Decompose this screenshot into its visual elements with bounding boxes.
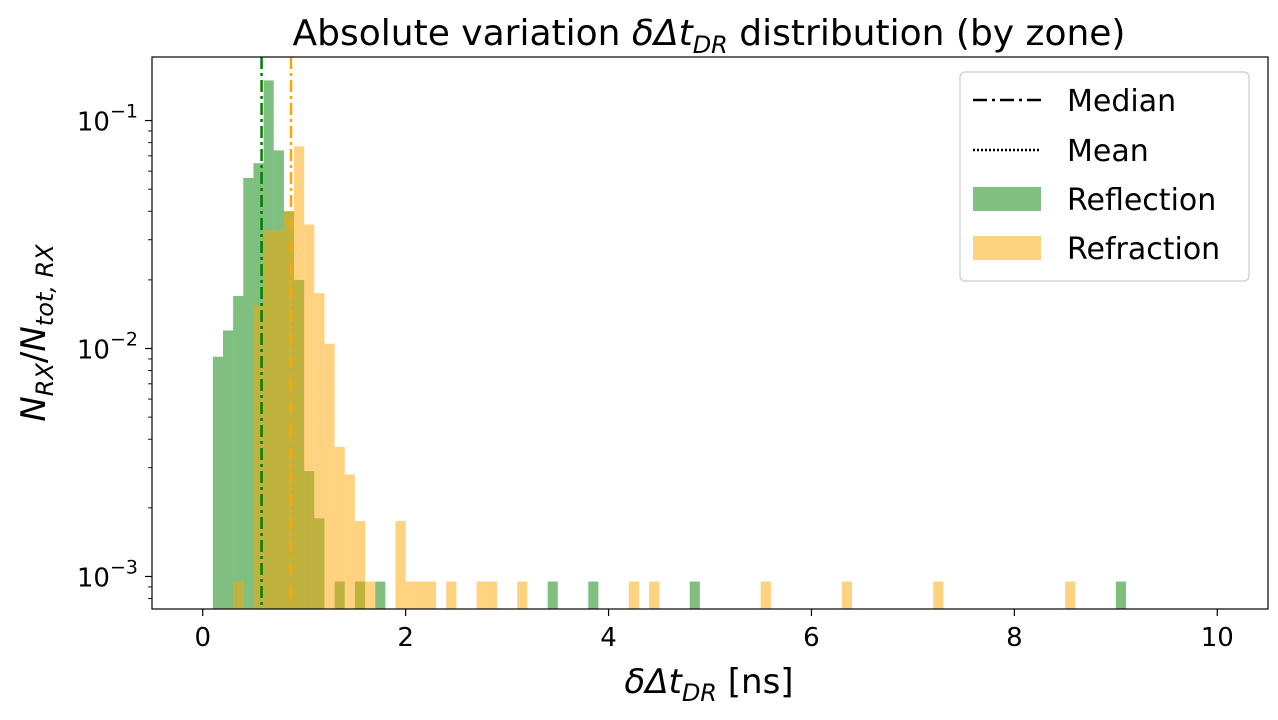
refraction-bar-6 (304, 224, 315, 610)
refraction-bar-12 (365, 581, 376, 609)
refraction-bar-8 (324, 343, 335, 609)
legend-reflection-label: Reflection (1067, 183, 1216, 218)
x-axis-label: δΔtDR [ns] (624, 662, 793, 707)
legend-mean-label: Mean (1067, 134, 1149, 169)
refraction-bar-13 (395, 521, 406, 609)
x-tick-label-4: 4 (600, 623, 617, 653)
y-axis-ticks: 10−1 10−2 10−3 (77, 101, 152, 600)
refraction-bar-14 (405, 581, 416, 609)
x-tick-label-0: 0 (194, 623, 211, 653)
median-lines (260, 57, 293, 609)
refraction-bar-4 (283, 211, 295, 609)
refraction-bar-0 (233, 581, 244, 609)
refraction-bar-19 (486, 581, 497, 609)
refraction-bar-22 (649, 581, 660, 609)
refraction-bar-16 (425, 581, 437, 609)
x-tick-label-6: 6 (803, 623, 820, 653)
series-refraction (233, 146, 1076, 610)
legend: Median Mean Reflection Refraction (959, 71, 1250, 282)
refraction-bar-17 (446, 581, 457, 609)
y-tick-label-0: 10−1 (77, 101, 138, 138)
legend-reflection-swatch (973, 187, 1041, 211)
refraction-bar-24 (841, 581, 853, 609)
refraction-bar-15 (415, 581, 426, 609)
x-tick-label-2: 2 (397, 623, 414, 653)
refraction-bar-21 (628, 581, 639, 609)
refraction-bar-18 (476, 581, 487, 609)
refraction-bar-1 (253, 305, 264, 609)
legend-refraction-label: Refraction (1067, 232, 1220, 267)
reflection-bar-13 (375, 581, 386, 609)
legend-refraction-swatch (973, 236, 1041, 260)
plot-frame (151, 56, 1269, 610)
y-tick-label-2: 10−3 (77, 556, 138, 593)
chart-title: Absolute variation δΔtDR distribution (b… (293, 13, 1126, 59)
y-axis-label: NRX/Ntot, RX (14, 244, 59, 422)
reflection-bar-15 (588, 581, 599, 609)
legend-box (959, 71, 1250, 282)
reflection-bar-16 (689, 581, 700, 609)
refraction-bar-10 (344, 474, 355, 609)
refraction-bar-2 (263, 230, 274, 609)
refraction-bar-26 (1065, 581, 1076, 609)
refraction-bar-11 (354, 521, 366, 609)
y-tick-label-1: 10−2 (77, 329, 138, 366)
refraction-bar-5 (294, 146, 305, 610)
reflection-bar-0 (212, 356, 224, 609)
reflection-bar-1 (223, 330, 234, 609)
refraction-bar-20 (517, 581, 528, 609)
x-axis-ticks: 0 2 4 6 8 10 (194, 609, 1234, 653)
bars-layer (212, 80, 1126, 610)
reflection-bar-3 (243, 177, 254, 609)
refraction-bar-7 (314, 293, 325, 609)
reflection-bar-17 (1115, 581, 1126, 609)
reflection-bar-14 (547, 581, 558, 609)
refraction-bar-9 (334, 446, 345, 609)
refraction-bar-23 (760, 581, 771, 609)
x-tick-label-8: 8 (1006, 623, 1023, 653)
x-tick-label-10: 10 (1201, 623, 1234, 653)
legend-median-label: Median (1067, 84, 1176, 119)
refraction-bar-3 (273, 230, 284, 609)
refraction-bar-25 (933, 581, 944, 609)
reflection-bar-2 (233, 295, 244, 609)
